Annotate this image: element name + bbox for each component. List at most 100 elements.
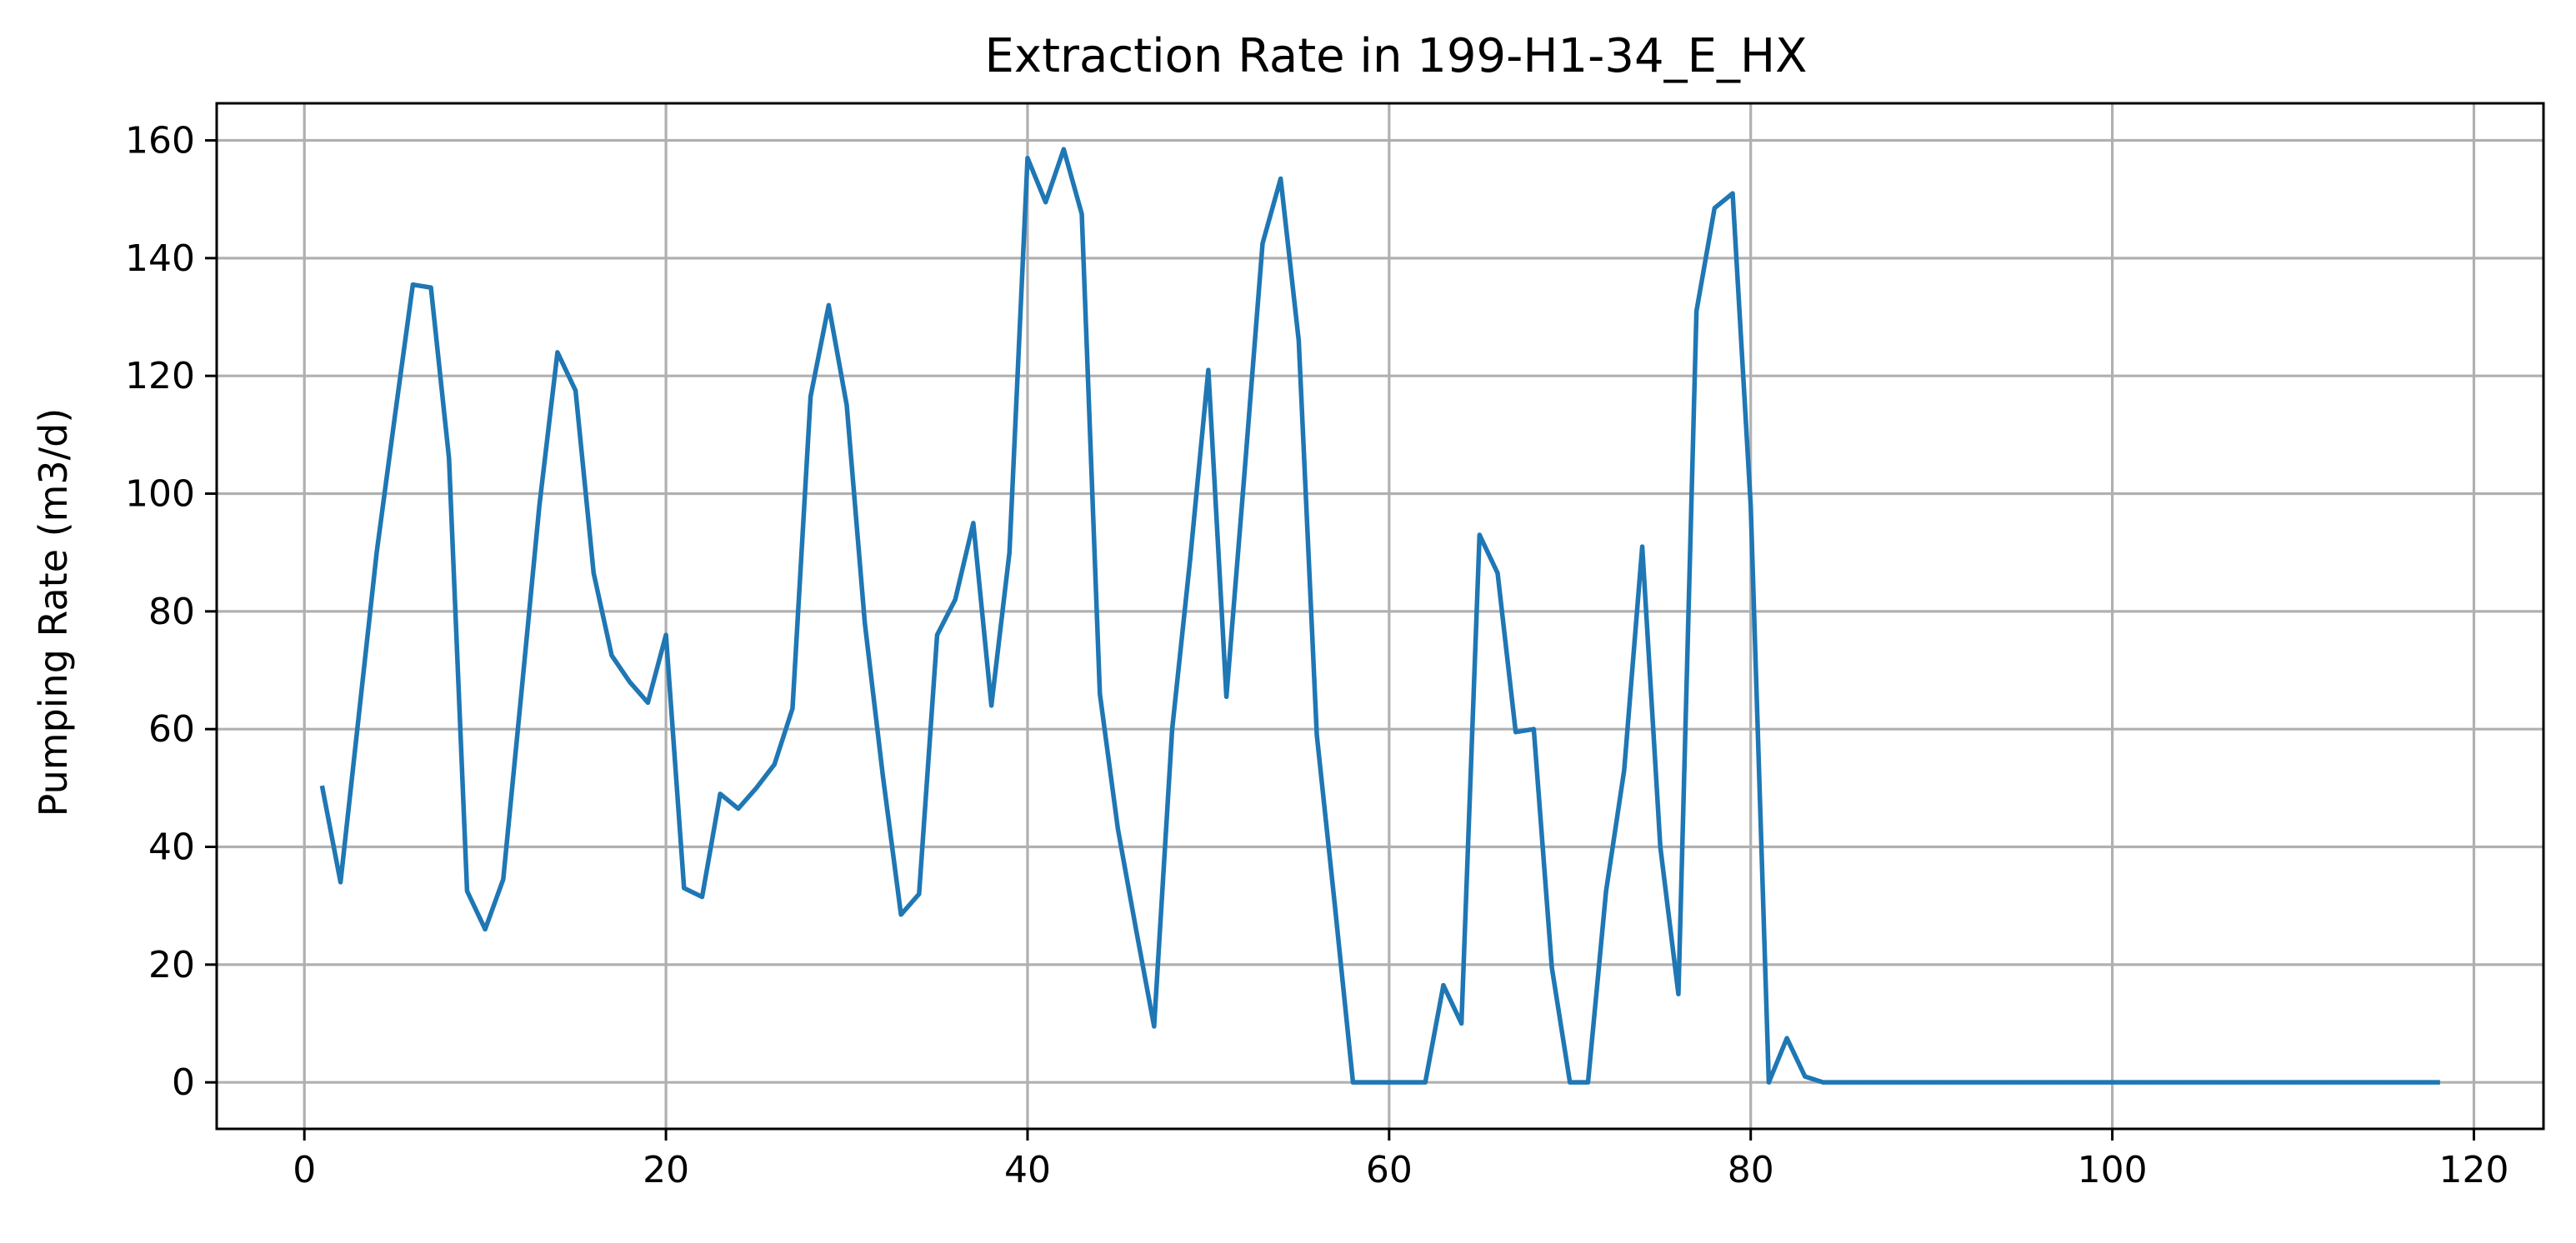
data-point	[1766, 1080, 1771, 1085]
data-point	[428, 285, 433, 290]
data-point	[682, 886, 687, 891]
data-point	[1061, 147, 1066, 152]
data-point	[1531, 726, 1536, 731]
data-point	[374, 550, 379, 555]
data-point	[663, 632, 668, 637]
data-point	[917, 891, 922, 896]
y-tick-label: 100	[125, 473, 195, 516]
data-point	[1387, 1080, 1392, 1085]
data-point	[1622, 768, 1627, 773]
data-point	[2417, 1080, 2422, 1085]
data-point	[863, 621, 868, 626]
data-point	[2291, 1080, 2296, 1085]
data-point	[844, 403, 849, 408]
data-point	[338, 880, 343, 885]
plot-area-frame	[215, 102, 2545, 1131]
data-point	[2218, 1080, 2223, 1085]
data-point	[1929, 1080, 1934, 1085]
data-point	[1893, 1080, 1898, 1085]
data-point	[2308, 1080, 2313, 1085]
data-point	[1350, 1080, 1355, 1085]
data-point	[591, 571, 596, 576]
y-tick-label: 120	[125, 355, 195, 397]
data-point	[1079, 212, 1084, 217]
chart-title: Extraction Rate in 199-H1-34_E_HX	[985, 29, 1808, 83]
data-point	[645, 700, 650, 705]
grid-lines	[217, 103, 2543, 1129]
x-tick-label: 20	[643, 1149, 689, 1191]
data-point	[609, 653, 614, 658]
data-point	[1188, 556, 1193, 561]
data-point	[2363, 1080, 2368, 1085]
data-point	[1603, 889, 1608, 894]
data-point	[2092, 1080, 2097, 1085]
data-point	[393, 415, 398, 420]
data-point	[1098, 691, 1103, 696]
data-point	[953, 597, 958, 602]
data-point	[754, 786, 759, 791]
data-point	[1368, 1080, 1373, 1085]
data-point	[2345, 1080, 2350, 1085]
data-point	[555, 350, 560, 355]
data-point	[2435, 1080, 2440, 1085]
data-point	[1784, 1036, 1789, 1041]
data-point	[1965, 1080, 1970, 1085]
data-point	[1694, 308, 1699, 313]
data-point	[2019, 1080, 2024, 1085]
data-point	[1495, 571, 1500, 576]
data-point	[1459, 1021, 1464, 1026]
data-point	[2128, 1080, 2133, 1085]
data-point	[1640, 544, 1645, 549]
x-tick-label: 80	[1728, 1149, 1774, 1191]
data-point	[1838, 1080, 1843, 1085]
data-point	[718, 791, 723, 796]
data-point	[1857, 1080, 1862, 1085]
data-point	[2056, 1080, 2061, 1085]
data-point	[2182, 1080, 2187, 1085]
data-point	[1423, 1080, 1428, 1085]
data-point	[1405, 1080, 1410, 1085]
data-point	[1260, 241, 1265, 246]
data-point	[2164, 1080, 2169, 1085]
data-point	[2200, 1080, 2205, 1085]
data-point	[699, 895, 704, 900]
data-point	[971, 521, 976, 526]
data-point	[1803, 1074, 1808, 1079]
x-axis: 0 20 40 60 80 100 120	[293, 1129, 2508, 1191]
data-point	[2001, 1080, 2006, 1085]
data-point	[2273, 1080, 2278, 1085]
data-point	[1278, 176, 1283, 181]
y-tick-label: 60	[148, 708, 195, 751]
data-point	[1748, 503, 1753, 508]
y-tick-label: 160	[125, 120, 195, 162]
data-point	[1875, 1080, 1880, 1085]
data-point	[1676, 991, 1681, 996]
data-point	[826, 302, 831, 307]
data-point	[1821, 1080, 1825, 1085]
data-point	[537, 503, 542, 508]
data-point	[790, 706, 795, 711]
data-point	[1947, 1080, 1952, 1085]
data-point	[880, 774, 885, 779]
data-point	[1224, 694, 1229, 699]
data-point	[320, 786, 325, 791]
data-point	[2399, 1080, 2404, 1085]
data-point	[1115, 826, 1120, 831]
y-tick-label: 140	[125, 237, 195, 280]
data-point	[989, 703, 994, 708]
data-point	[935, 632, 939, 637]
data-point	[2073, 1080, 2078, 1085]
data-point	[1333, 903, 1338, 908]
data-point	[1477, 532, 1482, 537]
data-point	[1296, 338, 1301, 343]
data-point	[772, 762, 777, 767]
x-tick-label: 60	[1366, 1149, 1413, 1191]
data-point	[573, 388, 578, 393]
data-point	[1043, 200, 1048, 205]
data-point	[2236, 1080, 2241, 1085]
data-point	[1983, 1080, 1988, 1085]
data-point	[1133, 926, 1138, 931]
data-point	[501, 876, 506, 881]
